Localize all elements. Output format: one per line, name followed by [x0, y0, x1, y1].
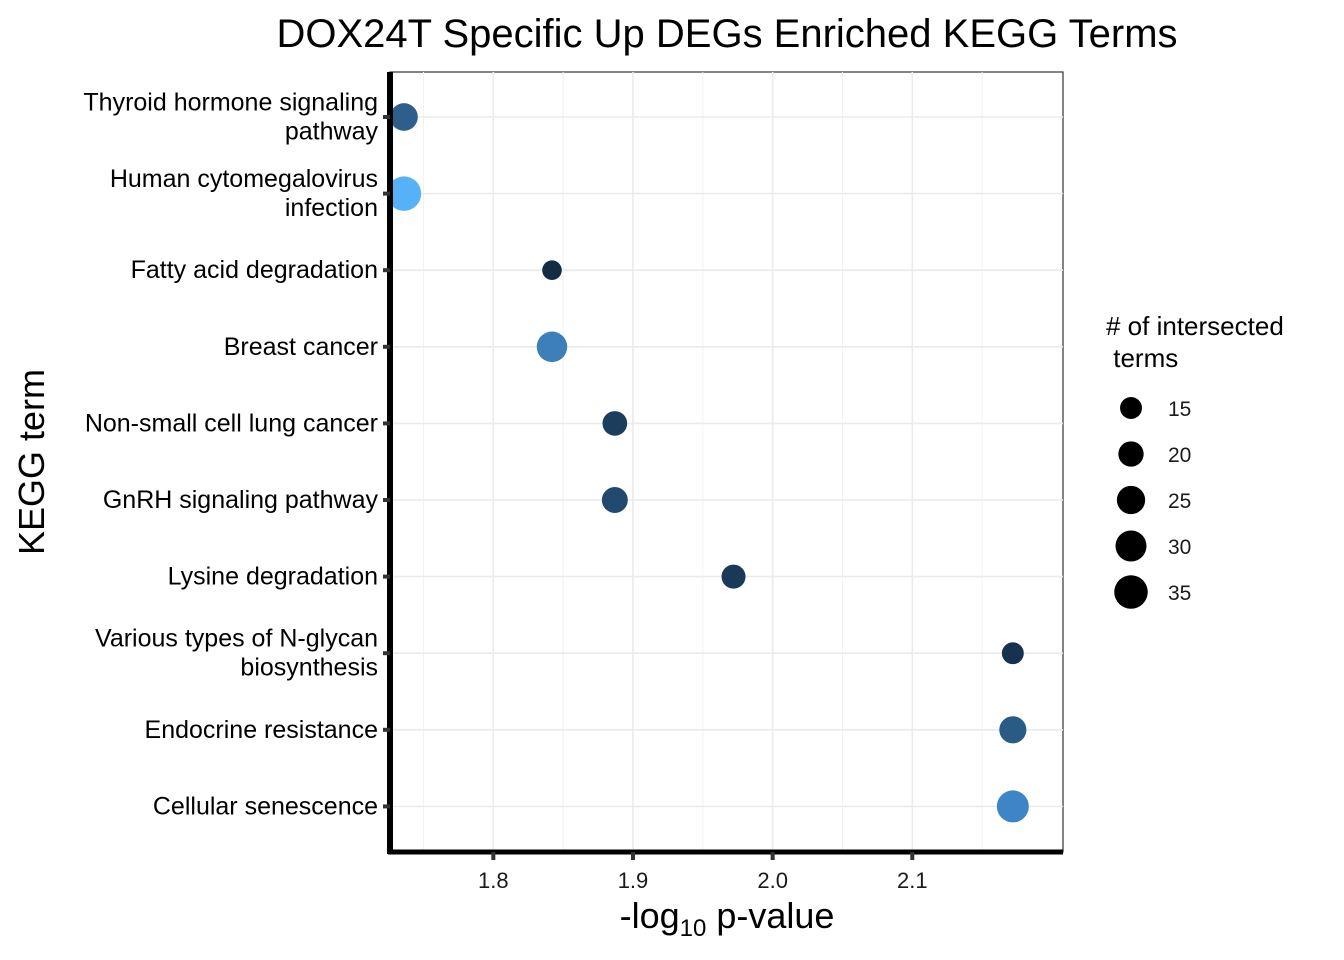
x-tick-label: 1.8 [478, 868, 509, 893]
x-axis-ticks: 1.8 1.9 2.0 2.1 [478, 852, 928, 893]
y-tick-label-line: pathway [285, 118, 379, 146]
y-tick-label-line: Cellular senescence [153, 792, 378, 820]
legend-title: # of intersected terms [1106, 311, 1284, 373]
y-tick-label: Fatty acid degradation [131, 256, 378, 284]
x-axis-title: -log10 p-value [620, 895, 835, 942]
y-tick-label-line: Non-small cell lung cancer [85, 409, 378, 437]
data-point [721, 564, 746, 589]
y-tick-label-line: Various types of N-glycan [95, 625, 378, 653]
y-tick-label-line: Endocrine resistance [145, 716, 378, 744]
y-tick-label: Thyroid hormone signaling pathway [83, 89, 378, 146]
data-point [999, 716, 1027, 744]
legend-key-circle [1114, 575, 1148, 609]
data-point [602, 411, 628, 436]
grid-lines [390, 72, 1063, 852]
y-axis-ticks: Thyroid hormone signaling pathway Human cy… [83, 89, 390, 820]
data-point [601, 487, 628, 513]
data-point [536, 331, 568, 363]
chart-title: DOX24T Specific Up DEGs Enriched KEGG Te… [276, 12, 1177, 56]
legend-key-label: 20 [1168, 444, 1191, 467]
legend-title-line-1: # of intersected [1106, 311, 1284, 341]
legend-key-circle [1116, 485, 1146, 515]
y-tick-label: Non-small cell lung cancer [85, 409, 378, 437]
data-point [542, 260, 562, 281]
panel-border [389, 71, 1064, 853]
y-axis-title: KEGG term [11, 369, 52, 555]
size-legend: # of intersected terms 15 20 25 30 35 [1106, 311, 1284, 609]
data-point [1001, 642, 1024, 665]
data-point [390, 103, 418, 131]
x-axis-title-prefix: -log [620, 895, 680, 936]
y-tick-label: GnRH signaling pathway [103, 486, 379, 514]
y-tick-label-line: Lysine degradation [168, 563, 378, 591]
legend-title-line-2: terms [1106, 343, 1178, 373]
x-tick-label: 2.1 [897, 868, 928, 893]
data-point [996, 790, 1029, 823]
y-tick-label: Lysine degradation [168, 563, 378, 591]
legend-key-label: 35 [1168, 582, 1191, 605]
y-tick-label: Breast cancer [224, 333, 378, 361]
x-tick-label: 1.9 [618, 868, 649, 893]
legend-key-circle [1115, 530, 1147, 562]
plot-panel [386, 71, 1064, 855]
y-tick-label: Cellular senescence [153, 792, 378, 820]
data-points [386, 103, 1029, 823]
y-tick-label-line: Fatty acid degradation [131, 256, 378, 284]
y-tick-label: Human cytomegalovirus infection [110, 165, 378, 222]
legend-entries: 15 20 25 30 35 [1114, 397, 1191, 609]
legend-key-circle [1120, 397, 1142, 419]
y-tick-label-line: Human cytomegalovirus [110, 165, 378, 193]
legend-key-circle [1118, 441, 1144, 467]
y-tick-label-line: Thyroid hormone signaling [83, 89, 378, 117]
data-point [386, 176, 422, 211]
legend-key-label: 30 [1168, 536, 1191, 559]
y-tick-label-line: Breast cancer [224, 333, 378, 361]
legend-key-label: 15 [1168, 398, 1191, 421]
y-tick-label: Various types of N-glycan biosynthesis [95, 625, 378, 682]
y-tick-label-line: infection [285, 194, 378, 222]
x-axis-title-subscript: 10 [680, 915, 707, 942]
y-tick-label-line: biosynthesis [240, 654, 378, 682]
x-tick-label: 2.0 [757, 868, 788, 893]
legend-key-label: 25 [1168, 490, 1191, 513]
y-tick-label-line: GnRH signaling pathway [103, 486, 379, 514]
y-tick-label: Endocrine resistance [145, 716, 378, 744]
x-axis-title-suffix: p-value [706, 895, 834, 936]
